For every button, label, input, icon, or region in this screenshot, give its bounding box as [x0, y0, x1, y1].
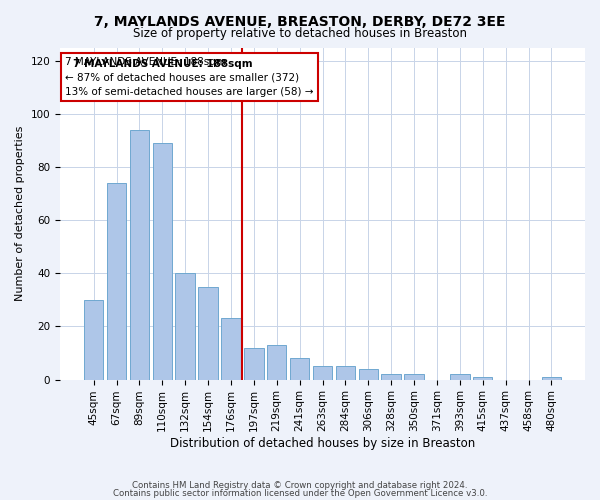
- Bar: [244, 348, 263, 380]
- Bar: [335, 366, 355, 380]
- Bar: [542, 377, 561, 380]
- Bar: [152, 143, 172, 380]
- Bar: [199, 286, 218, 380]
- Bar: [107, 183, 126, 380]
- Bar: [450, 374, 470, 380]
- Bar: [382, 374, 401, 380]
- Bar: [290, 358, 310, 380]
- Bar: [359, 369, 378, 380]
- Text: 7 MAYLANDS AVENUE: 188sqm
← 87% of detached houses are smaller (372)
13% of semi: 7 MAYLANDS AVENUE: 188sqm ← 87% of detac…: [65, 58, 314, 97]
- X-axis label: Distribution of detached houses by size in Breaston: Distribution of detached houses by size …: [170, 437, 475, 450]
- Bar: [473, 377, 493, 380]
- Bar: [175, 274, 195, 380]
- Text: Size of property relative to detached houses in Breaston: Size of property relative to detached ho…: [133, 28, 467, 40]
- Bar: [84, 300, 103, 380]
- Text: 7 MAYLANDS AVENUE: 188sqm: 7 MAYLANDS AVENUE: 188sqm: [73, 59, 253, 69]
- Y-axis label: Number of detached properties: Number of detached properties: [15, 126, 25, 301]
- Text: Contains HM Land Registry data © Crown copyright and database right 2024.: Contains HM Land Registry data © Crown c…: [132, 480, 468, 490]
- Bar: [267, 345, 286, 380]
- Bar: [130, 130, 149, 380]
- Bar: [221, 318, 241, 380]
- Text: 7, MAYLANDS AVENUE, BREASTON, DERBY, DE72 3EE: 7, MAYLANDS AVENUE, BREASTON, DERBY, DE7…: [94, 15, 506, 29]
- Text: Contains public sector information licensed under the Open Government Licence v3: Contains public sector information licen…: [113, 489, 487, 498]
- Bar: [313, 366, 332, 380]
- Bar: [404, 374, 424, 380]
